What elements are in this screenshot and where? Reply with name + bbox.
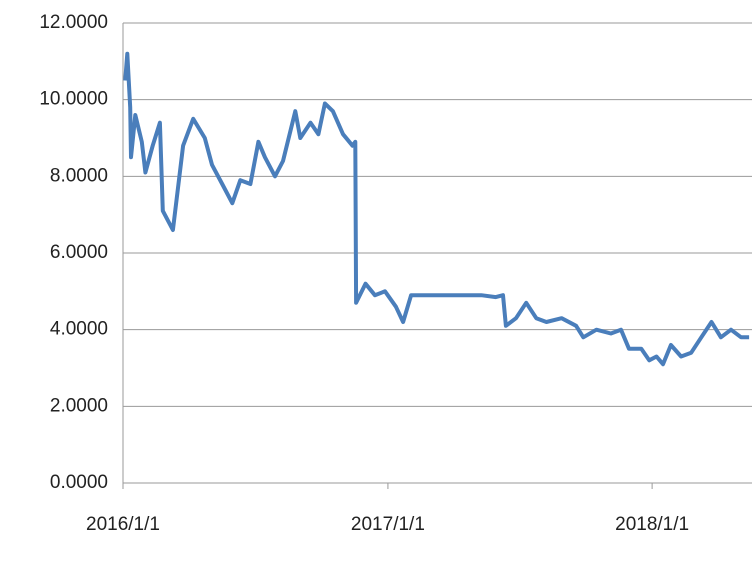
y-tick-label: 0.0000 [50,472,108,493]
y-tick-label: 8.0000 [50,165,108,186]
y-tick-label: 4.0000 [50,319,108,340]
y-tick-label: 2.0000 [50,395,108,416]
y-tick-label: 6.0000 [50,242,108,263]
price-line [123,51,750,367]
x-tick-label: 2018/1/1 [615,514,689,535]
y-tick-label: 12.0000 [39,12,108,33]
y-tick-label: 10.0000 [39,89,108,110]
x-tick-label: 2016/1/1 [86,514,160,535]
x-tick-label: 2017/1/1 [351,514,425,535]
